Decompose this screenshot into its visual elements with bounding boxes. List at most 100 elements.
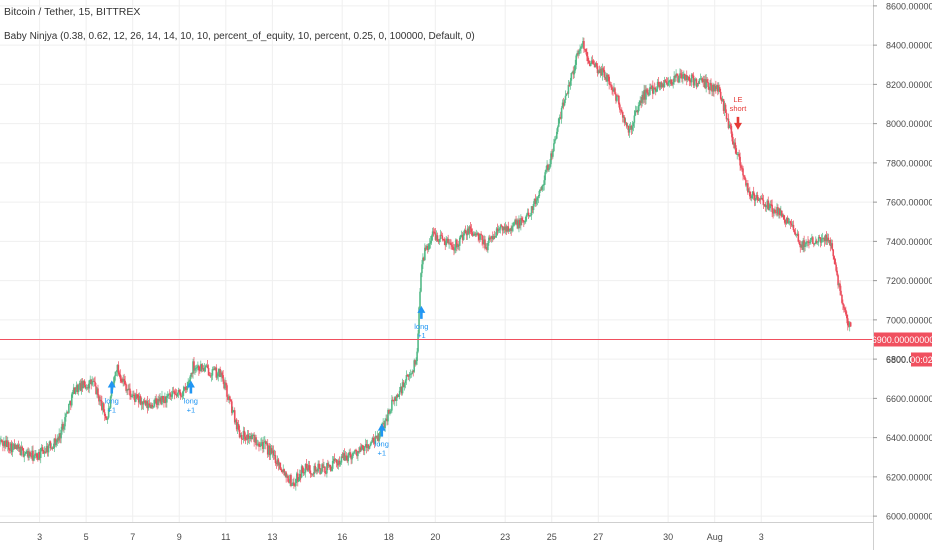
candle-body [590,60,593,64]
candle-body [748,191,750,193]
candle-body [118,372,121,375]
candle-body [681,74,683,79]
candle-body [177,390,180,393]
candle-body [369,443,372,447]
candle-body [273,455,276,456]
candle-body [205,365,208,367]
candle-body [40,447,43,449]
long-signal-arrow [186,380,195,394]
candle-body [710,82,712,86]
candle-body [233,410,236,423]
candle-body [705,79,707,89]
candle-body [839,283,841,291]
candle-body [744,176,746,180]
candle-body [655,88,658,92]
candle-body [434,233,437,240]
candle-body [446,238,448,241]
candle-body [340,456,343,463]
candle-body [729,124,732,126]
candle-body [329,466,332,471]
candle-body [470,228,473,233]
candle-body [460,234,463,236]
candle-body [248,438,251,440]
candle-body [103,412,106,416]
study-legend[interactable]: Baby Ninjya (0.38, 0.62, 12, 26, 14, 14,… [4,31,475,42]
candle-body [453,249,455,251]
candle-body [641,94,643,103]
candle-body [128,388,130,391]
candle-body [487,242,489,251]
candle-body [197,365,199,368]
current-price-label: 6900.00000000 [872,335,932,345]
candle-body [690,74,693,83]
candle-body [78,383,81,385]
candle-body [779,208,781,216]
candle-body [679,73,681,79]
candle-body [133,394,135,396]
candle-body [237,424,240,430]
candle-body [478,236,480,240]
candle-body [562,102,565,106]
candle-body [494,235,497,238]
candle-body [366,444,369,448]
candle-body [389,411,391,414]
candle-body [776,207,778,213]
candle-body [815,240,818,243]
candle-body [808,241,810,244]
candle-body [507,226,510,232]
candle-body [288,481,290,483]
candle-body [731,133,734,142]
candle-body [633,115,636,123]
candle-body [838,283,840,286]
candle-body [166,395,168,403]
candle-body [182,390,185,396]
candle-body [92,380,94,382]
candle-body [216,376,219,378]
symbol-title[interactable]: Bitcoin / Tether, 15, BITTREX [4,6,141,18]
candle-body [695,79,698,87]
candle-body [826,237,829,242]
candle-body [296,473,298,479]
candle-body [379,431,382,434]
candle-body [598,70,601,74]
candle-body [670,79,673,84]
candle-body [143,400,146,402]
candle-body [797,233,800,242]
candle-body [615,93,617,101]
candle-body [814,240,817,244]
candle-body [99,399,101,402]
candle-body [711,85,713,92]
candle-body [351,455,353,460]
candle-body [523,221,525,223]
candle-body [363,446,366,451]
candle-body [173,391,176,394]
current-price-tag[interactable] [874,332,932,347]
candle-body [215,367,218,378]
candle-body [548,167,550,171]
candle-body [489,237,491,239]
candle-body [414,360,416,365]
candle-body [256,444,258,446]
candle-body [484,239,486,249]
candle-body [165,396,167,403]
candle-body [803,240,805,247]
candle-body [195,367,197,369]
candle-body [606,74,609,82]
candle-body [164,396,166,404]
candle-body [674,76,676,78]
candle-body [232,410,235,412]
candle-body [43,451,46,454]
candle-body [275,463,278,465]
candle-body [566,93,569,95]
candle-body [727,118,730,129]
candle-body [535,200,538,204]
candle-body [7,442,10,450]
candle-body [691,74,694,76]
candle-body [235,419,238,430]
candle-body [152,406,155,408]
candle-body [649,87,651,95]
candle-body [386,418,388,422]
candle-body [612,89,614,92]
candle-body [800,244,803,248]
